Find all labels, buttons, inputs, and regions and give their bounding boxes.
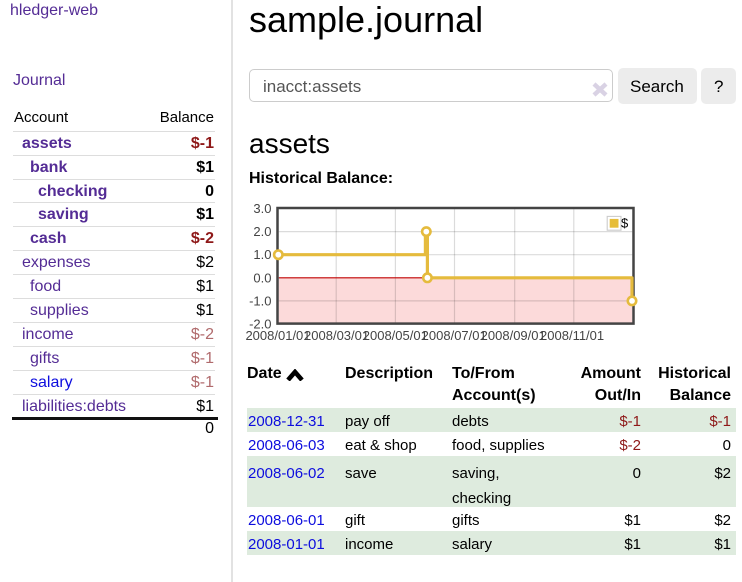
svg-text:-2.0: -2.0 xyxy=(249,316,271,331)
svg-text:3.0: 3.0 xyxy=(253,201,271,216)
svg-text:2008/03/01: 2008/03/01 xyxy=(304,328,369,343)
svg-text:2.0: 2.0 xyxy=(253,224,271,239)
svg-text:$: $ xyxy=(621,216,629,231)
svg-text:2008/05/01: 2008/05/01 xyxy=(363,328,428,343)
svg-text:-1.0: -1.0 xyxy=(249,293,271,308)
svg-text:1.0: 1.0 xyxy=(253,247,271,262)
svg-text:2008/07/01: 2008/07/01 xyxy=(422,328,487,343)
svg-text:2008/01/01: 2008/01/01 xyxy=(245,328,310,343)
svg-text:0.0: 0.0 xyxy=(253,270,271,285)
svg-text:2008/11/01: 2008/11/01 xyxy=(540,328,604,343)
svg-text:2008/09/01: 2008/09/01 xyxy=(481,328,546,343)
